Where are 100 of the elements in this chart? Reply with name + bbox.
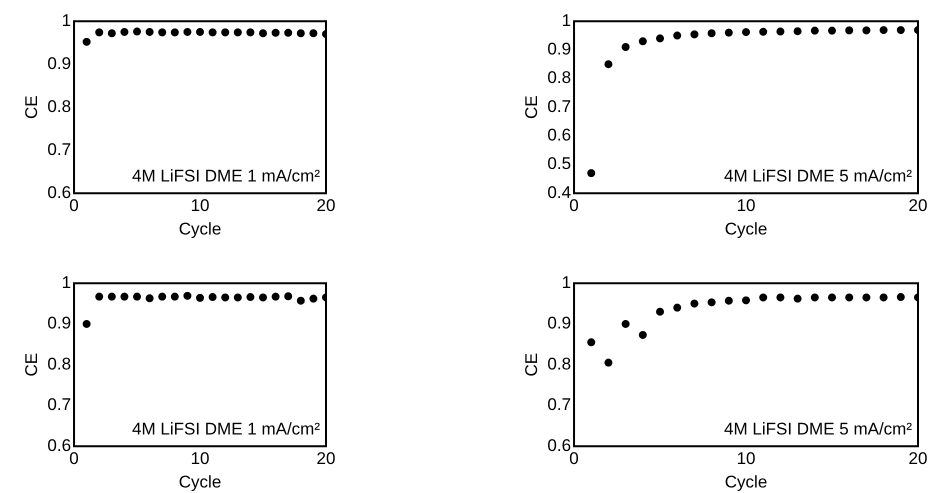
annotation: 4M LiFSI DME 5 mA/cm² [724,419,912,438]
point [673,32,682,40]
y-tick-label: 0.7 [547,96,572,116]
point [656,34,664,42]
y-tick-label: 0.4 [547,182,572,202]
point [742,28,750,36]
point [120,28,128,36]
point [95,28,104,36]
point [183,28,192,36]
point [776,293,784,302]
y-axis-title: CE [22,95,41,120]
y-tick-label: 1 [62,10,72,30]
point [108,292,116,301]
point [673,304,682,312]
point [587,338,596,346]
y-tick-label: 0.7 [547,395,572,414]
point [656,308,664,316]
point [759,28,768,36]
y-tick-label: 0.8 [547,68,572,88]
point [638,330,647,339]
point [120,292,128,301]
y-axis-title: CE [22,352,41,377]
point [896,293,905,302]
point [622,320,630,328]
x-tick-label: 10 [190,196,210,216]
y-axis-title: CE [522,352,541,377]
point [690,30,698,38]
x-axis-title: Cycle [724,472,768,492]
point [284,28,292,37]
y-tick-label: 0.6 [547,436,572,455]
point [862,293,870,302]
x-tick-label: 0 [69,196,79,216]
x-tick-label: 0 [569,449,579,468]
x-tick-label: 0 [569,196,579,216]
y-tick-label: 0.5 [547,154,572,174]
point [880,26,888,34]
annotation: 4M LiFSI DME 5 mA/cm² [724,166,912,186]
point [828,26,836,35]
point [742,296,750,304]
point [828,293,836,302]
point [638,37,647,46]
point [794,27,802,36]
y-tick-label: 0.8 [47,96,72,116]
point [724,28,733,37]
point [810,293,819,302]
point [221,293,230,302]
point [587,169,596,178]
point [259,29,268,38]
point [309,29,318,38]
point [272,28,280,37]
point [810,26,819,35]
point [309,294,318,303]
y-tick-label: 0.9 [47,54,72,73]
point [708,29,716,38]
point [208,28,217,36]
point [604,358,612,367]
point [296,29,305,38]
point [183,292,192,300]
y-tick-label: 0.9 [547,314,572,333]
x-axis-title: Cycle [178,219,222,238]
x-tick-label: 20 [908,449,928,468]
x-axis-title: Cycle [178,472,222,492]
x-tick-label: 20 [908,196,928,216]
x-axis-title: Cycle [724,219,768,238]
y-axis-title: CE [522,95,541,120]
x-tick-label: 0 [69,449,79,468]
point [259,293,268,302]
point [880,293,888,302]
point [724,296,733,305]
point [82,320,91,328]
y-tick-label: 0.9 [547,40,572,59]
x-tick-label: 10 [190,449,210,468]
point [862,26,870,34]
point [158,292,166,301]
x-tick-label: 10 [736,196,756,216]
point [845,293,854,302]
y-tick-label: 0.7 [47,395,72,414]
point [708,298,716,306]
y-tick-label: 0.6 [547,126,572,145]
point [896,26,905,34]
point [604,60,612,68]
point [196,294,204,302]
y-tick-label: 1 [562,10,572,30]
point [234,28,242,36]
point [234,293,242,302]
point [845,26,854,34]
point [622,43,630,51]
y-tick-label: 0.6 [47,182,72,202]
point [133,292,142,301]
point [95,292,104,301]
point [170,292,179,301]
point [794,294,802,303]
point [296,296,305,305]
y-tick-label: 0.9 [47,314,72,333]
point [208,293,217,302]
annotation: 4M LiFSI DME 1 mA/cm² [132,419,320,438]
point [246,28,254,36]
point [284,292,292,300]
point [158,28,166,36]
y-tick-label: 1 [562,272,572,292]
